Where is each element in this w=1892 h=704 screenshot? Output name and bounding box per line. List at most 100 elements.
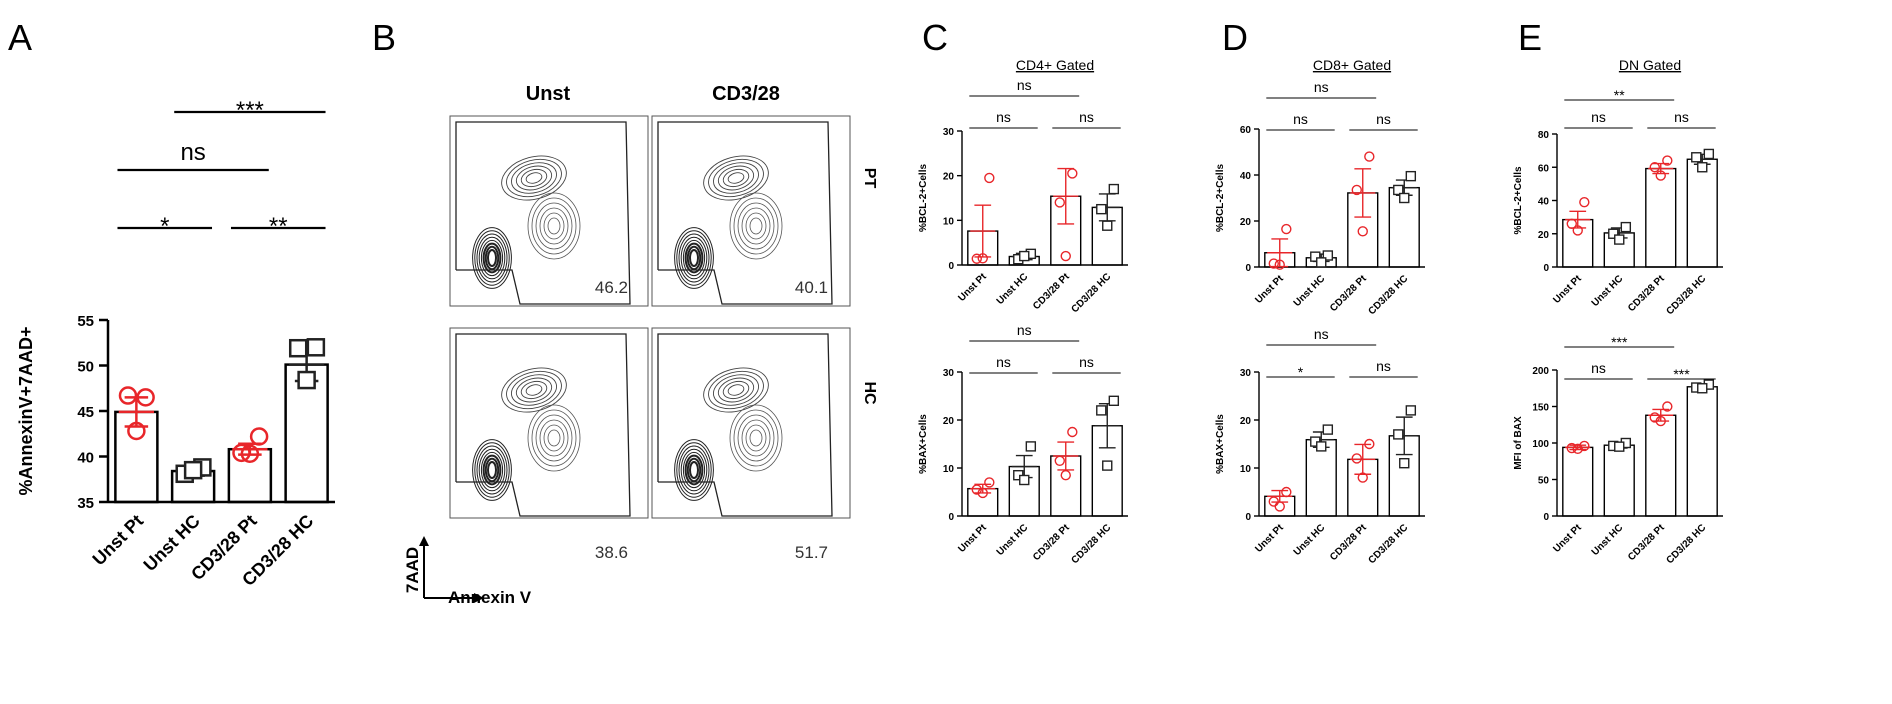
y-tick-label: 0 — [1543, 512, 1549, 523]
y-axis-title: %BCL-2+Cells — [1215, 164, 1226, 233]
sig-label: ns — [1314, 79, 1329, 95]
data-point-pt — [1579, 196, 1590, 208]
data-point-pt — [1281, 223, 1292, 235]
data-point-pt — [1060, 250, 1071, 262]
category-label: CD3/28 Pt — [1626, 273, 1667, 314]
flow-contour — [717, 377, 755, 403]
data-point-pt — [1364, 438, 1375, 450]
flow-contour — [689, 461, 699, 479]
sig-label: ns — [1017, 322, 1032, 338]
category-label: Unst HC — [995, 522, 1031, 558]
flow-contour — [727, 384, 745, 396]
data-point-hc — [1405, 170, 1417, 182]
y-tick-label: 0 — [1543, 263, 1549, 274]
sig-label: ns — [996, 109, 1011, 125]
chart-e-bcl2: DN Gated 0 20 40 60 80 %BCL-2+Cells Unst Pt Unst… — [1513, 57, 1723, 317]
flow-contour — [745, 424, 767, 452]
flow-contour — [674, 227, 714, 289]
y-axis-title: %BAX+Cells — [918, 414, 929, 474]
flow-y-arrowhead — [419, 536, 429, 546]
flow-value-cd328-hc: 51.7 — [795, 543, 828, 562]
flow-contour — [684, 454, 704, 486]
data-point-hc — [288, 338, 308, 358]
data-point-hc — [1096, 203, 1107, 215]
flow-contour — [506, 370, 562, 410]
flow-plot-cd328-pt — [651, 115, 851, 307]
flow-contour — [539, 419, 569, 457]
flow-contour — [729, 192, 783, 260]
data-point-pt — [1351, 453, 1362, 464]
y-tick-label: 20 — [943, 172, 955, 183]
data-point-hc — [1025, 441, 1037, 452]
flow-contour — [476, 445, 508, 495]
flow-contour — [527, 404, 581, 472]
y-tick-label: 20 — [1240, 217, 1252, 228]
category-label: CD3/28 HC — [1366, 273, 1410, 317]
sig-label: ns — [1314, 326, 1329, 342]
y-tick-label: 60 — [1240, 125, 1252, 136]
sig-label: *** — [1611, 334, 1628, 350]
flow-col-label-cd328: CD3/28 — [712, 83, 780, 105]
y-tick-label: 40 — [77, 450, 94, 467]
data-point-hc — [1703, 148, 1715, 160]
flow-contour — [480, 239, 504, 277]
data-point-pt — [1067, 168, 1078, 179]
data-point-hc — [1620, 221, 1632, 233]
y-axis-title: %BAX+Cells — [1215, 414, 1226, 474]
sig-label: ns — [1376, 111, 1391, 127]
chart-d-bax: 0 10 20 30 %BAX+Cells Unst Pt Unst HC CD3/28 Pt… — [1215, 326, 1425, 566]
data-point-pt — [1655, 170, 1666, 181]
sig-label: *** — [1673, 366, 1690, 382]
flow-contour — [480, 451, 504, 489]
flow-gate — [657, 121, 833, 305]
data-point-hc — [1322, 424, 1334, 435]
flow-contour — [482, 454, 502, 486]
data-point-pt — [971, 484, 982, 495]
flow-contour — [708, 158, 764, 198]
data-point-hc — [1608, 228, 1619, 239]
flow-contour — [535, 414, 573, 462]
data-point-pt — [1067, 426, 1078, 438]
sig-label: ns — [1079, 109, 1094, 125]
data-point-hc — [1399, 458, 1410, 469]
flow-contour — [472, 227, 512, 289]
y-axis-title: MFI of BAX — [1513, 416, 1524, 470]
data-point-pt — [1364, 151, 1375, 162]
flow-contour — [733, 409, 779, 467]
flow-contour — [511, 374, 557, 406]
y-tick-label: 80 — [1538, 130, 1550, 141]
bar — [1645, 167, 1677, 268]
data-point-pt — [977, 253, 988, 264]
data-point-pt — [1054, 455, 1065, 466]
data-point-pt — [977, 487, 988, 499]
sig-label: * — [1298, 364, 1304, 380]
flow-y-axis-label: 7AAD — [403, 547, 422, 593]
data-point-hc — [1108, 183, 1120, 195]
category-label: CD3/28 Pt — [1328, 522, 1369, 563]
flow-contour — [737, 414, 775, 462]
category-label: Unst Pt — [956, 522, 989, 555]
y-tick-label: 20 — [1240, 416, 1252, 427]
flow-contour — [676, 442, 712, 498]
y-tick-label: 100 — [1532, 439, 1549, 450]
category-label: CD3/28 Pt — [1328, 273, 1369, 314]
y-tick-label: 20 — [1538, 230, 1550, 241]
flow-contour — [689, 249, 699, 267]
flow-contour — [722, 380, 750, 400]
data-point-hc — [1405, 405, 1417, 416]
y-tick-label: 50 — [77, 359, 94, 376]
data-point-hc — [1614, 441, 1625, 452]
flow-contour — [547, 429, 561, 447]
bar — [1603, 444, 1635, 517]
flow-contour — [484, 245, 500, 271]
sig-label: ns — [1079, 354, 1094, 370]
panel-title: CD8+ Gated — [1313, 57, 1391, 73]
flow-contour — [713, 162, 759, 194]
panel-letter-d: D — [1222, 17, 1248, 58]
category-label: Unst Pt — [1253, 522, 1286, 555]
chart-c-bcl2: CD4+ Gated 0 10 20 30 %BCL-2+Cells Unst Pt Unst… — [918, 57, 1128, 315]
data-point-pt — [984, 172, 995, 184]
y-tick-label: 150 — [1532, 403, 1549, 414]
flow-contour — [713, 374, 759, 406]
